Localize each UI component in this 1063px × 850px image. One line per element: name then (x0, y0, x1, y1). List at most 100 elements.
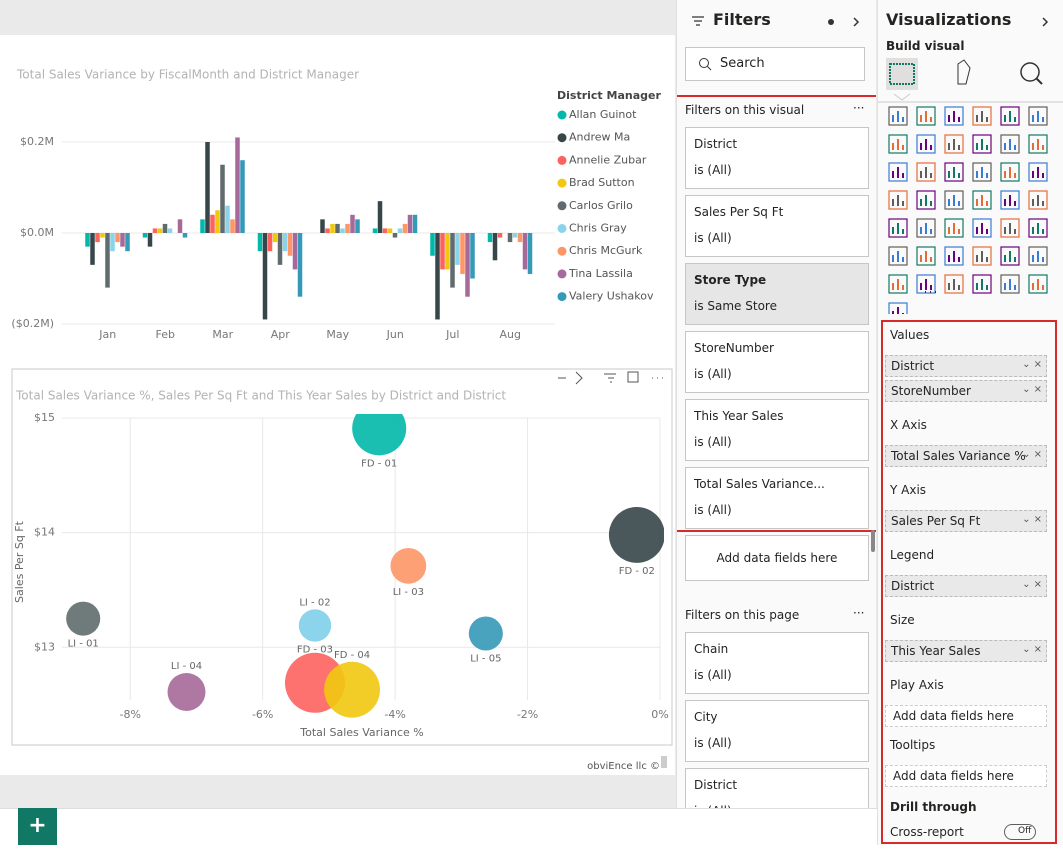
filter-card[interactable]: Chain is (All) (685, 632, 869, 694)
field-actions[interactable]: ⌄ × (1022, 449, 1042, 460)
visual-icon-detail (892, 279, 904, 290)
data-label: FD - 04 (334, 650, 370, 661)
x-tick-label: Feb (156, 328, 175, 341)
field-pill[interactable]: Total Sales Variance % ⌄ × (885, 445, 1047, 467)
scroll-thumb (661, 756, 667, 768)
data-label: LI - 02 (299, 597, 330, 608)
visual-icon (944, 134, 964, 154)
visual-icon-detail (976, 251, 988, 262)
x-tick-label: 0% (651, 708, 668, 721)
bubble (352, 414, 407, 456)
visual-icon-detail (1004, 139, 1016, 150)
filter-name: District (694, 778, 738, 792)
section-title: Filters on this page (685, 608, 800, 622)
y-tick-label: $13 (34, 640, 55, 653)
bar (335, 223, 340, 233)
filter-name: Store Type (694, 273, 767, 287)
more-icon[interactable]: ··· (853, 101, 865, 115)
filter-state: is (All) (694, 503, 732, 517)
search-box[interactable]: Search (685, 47, 865, 81)
more-icon[interactable]: ··· (853, 606, 865, 620)
visual-icon-detail (1004, 111, 1016, 122)
scrollbar[interactable] (871, 530, 875, 552)
visual-header-icons (558, 371, 663, 385)
filter-card[interactable]: Total Sales Variance... is (All) (685, 467, 869, 529)
field-pill[interactable]: District ⌄ × (885, 575, 1047, 597)
visual-icon (916, 218, 936, 238)
visual-icon-detail (892, 167, 904, 178)
visual-icon-detail (1004, 223, 1016, 234)
bar (382, 228, 388, 233)
legend-label: Valery Ushakov (569, 290, 654, 303)
bar (487, 233, 493, 243)
search-icon (699, 58, 712, 71)
add-page-button[interactable]: + (18, 808, 57, 845)
field-pill[interactable]: Sales Per Sq Ft ⌄ × (885, 510, 1047, 532)
legend-marker (557, 133, 567, 143)
visual-icon-detail (920, 139, 932, 150)
legend-label: Chris McGurk (569, 244, 643, 257)
bar (402, 223, 408, 233)
visual-icon-detail (892, 251, 904, 262)
bar (372, 228, 378, 233)
visual-icon (916, 106, 936, 126)
bar (460, 233, 465, 274)
toggle[interactable]: Off (1004, 824, 1036, 840)
filter-card[interactable]: Sales Per Sq Ft is (All) (685, 195, 869, 257)
filter-card[interactable]: District is (All) (685, 768, 869, 808)
visual-icon (972, 274, 992, 294)
field-actions[interactable]: ⌄ × (1022, 359, 1042, 370)
visual-icon-detail (1032, 223, 1044, 234)
filter-icon (692, 16, 704, 26)
filter-card[interactable]: City is (All) (685, 700, 869, 762)
field-actions[interactable]: ⌄ × (1022, 384, 1042, 395)
legend-marker (557, 269, 567, 279)
y-tick-label: ($0.2M) (11, 317, 54, 330)
visual-icon (972, 246, 992, 266)
build-tabs[interactable] (878, 56, 1063, 106)
well-label: Tooltips (890, 738, 936, 752)
x-tick-label: -8% (119, 708, 140, 721)
y-tick-label: $0.2M (20, 135, 54, 148)
bubble (298, 609, 332, 642)
filter-name: This Year Sales (694, 409, 784, 423)
legend-marker (557, 246, 567, 256)
bar (435, 233, 440, 320)
bar (85, 233, 90, 247)
visual-icon (1028, 274, 1048, 294)
field-actions[interactable]: ⌄ × (1022, 579, 1042, 590)
bar (497, 233, 503, 238)
visual-icon (888, 302, 908, 314)
visual-icon-detail (976, 195, 988, 206)
bar (492, 233, 498, 261)
well-label: Values (890, 328, 930, 342)
field-pill[interactable]: District ⌄ × (885, 355, 1047, 377)
filter-state: is (All) (694, 231, 732, 245)
x-tick-label: -4% (384, 708, 405, 721)
visual-icon (916, 134, 936, 154)
field-pill[interactable]: This Year Sales ⌄ × (885, 640, 1047, 662)
bar (507, 233, 513, 243)
field-pill[interactable]: StoreNumber ⌄ × (885, 380, 1047, 402)
legend-label: Annelie Zubar (569, 153, 647, 166)
bar (430, 233, 435, 256)
filter-state: is (All) (694, 668, 732, 682)
pane-header-icons[interactable] (824, 15, 864, 29)
bar (517, 233, 523, 243)
field-placeholder[interactable]: Add data fields here (885, 765, 1047, 787)
collapse-icon[interactable] (1040, 15, 1052, 29)
filter-card[interactable]: Store Type is Same Store (685, 263, 869, 325)
field-actions[interactable]: ⌄ × (1022, 644, 1042, 655)
legend-label: Allan Guinot (569, 108, 637, 121)
filter-card[interactable]: StoreNumber is (All) (685, 331, 869, 393)
visual-icon (944, 246, 964, 266)
filter-card[interactable]: District is (All) (685, 127, 869, 189)
filter-card[interactable]: This Year Sales is (All) (685, 399, 869, 461)
visual-icon (944, 162, 964, 182)
filters-pane: Filters Search Filters on this visual ··… (676, 0, 876, 808)
add-fields-drop[interactable]: Add data fields here (685, 535, 869, 581)
visual-icon (972, 190, 992, 210)
filter-name: Chain (694, 642, 729, 656)
field-actions[interactable]: ⌄ × (1022, 514, 1042, 525)
field-placeholder[interactable]: Add data fields here (885, 705, 1047, 727)
